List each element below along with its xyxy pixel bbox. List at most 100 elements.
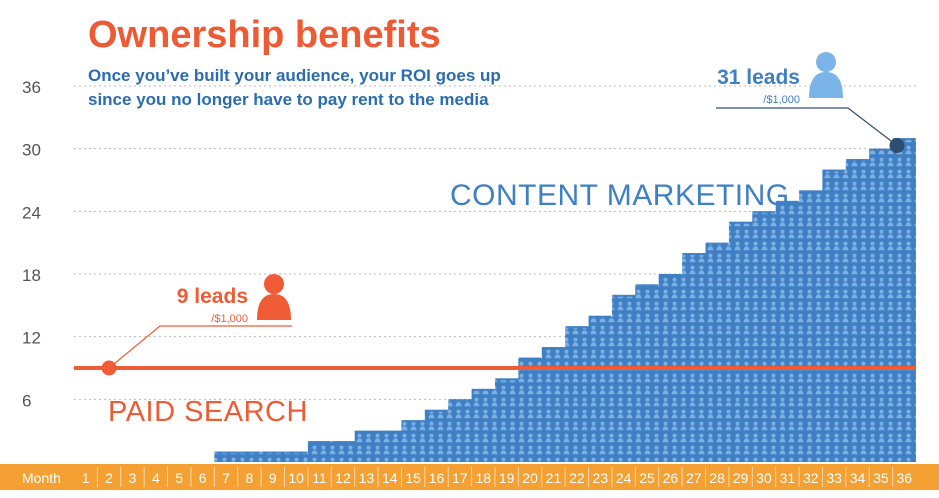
- content-marketing-month-30-mark: [753, 211, 775, 214]
- x-tick-label-1: 1: [82, 470, 90, 486]
- x-tick-label-22: 22: [569, 470, 585, 486]
- x-axis-bar: [0, 464, 939, 490]
- series-content-marketing-area: [74, 138, 916, 462]
- x-tick-label-27: 27: [686, 470, 702, 486]
- x-tick-label-23: 23: [592, 470, 608, 486]
- content-marketing-month-20-mark: [519, 357, 541, 360]
- subtitle-line-2: since you no longer have to pay rent to …: [88, 90, 489, 109]
- x-tick-label-4: 4: [152, 470, 160, 486]
- x-tick-label-21: 21: [546, 470, 562, 486]
- content-marketing-month-1-mark: [75, 462, 96, 464]
- paid-search-person-icon-body: [257, 294, 291, 320]
- y-axis: 6 12 18 24 30 36: [22, 78, 41, 410]
- content-marketing-person-icon: [809, 52, 843, 98]
- content-marketing-month-27-mark: [683, 253, 705, 256]
- x-tick-label-8: 8: [246, 470, 254, 486]
- content-marketing-month-16-mark: [425, 409, 448, 412]
- content-marketing-month-18-mark: [472, 388, 494, 391]
- x-tick-label-16: 16: [429, 470, 445, 486]
- content-marketing-month-9-mark: [262, 451, 284, 454]
- paid-search-leads-label: 9 leads: [177, 285, 248, 308]
- content-marketing-month-28-mark: [706, 242, 728, 245]
- content-marketing-leads-sublabel: /$1,000: [763, 94, 800, 106]
- series-label-paid-search: PAID SEARCH: [108, 396, 308, 428]
- series-label-content-marketing: CONTENT MARKETING: [450, 179, 790, 212]
- content-marketing-month-12-mark: [332, 441, 354, 444]
- content-marketing-month-5-mark: [169, 462, 190, 464]
- content-marketing-month-3-mark: [122, 462, 143, 464]
- x-tick-label-28: 28: [709, 470, 725, 486]
- page-title: Ownership benefits: [88, 14, 441, 56]
- content-marketing-month-32-mark: [800, 190, 822, 193]
- content-marketing-month-14-mark: [379, 430, 401, 433]
- content-marketing-person-icon-body: [809, 72, 843, 98]
- content-marketing-month-25-mark: [636, 284, 658, 287]
- x-tick-label-9: 9: [269, 470, 277, 486]
- content-marketing-month-2-mark: [98, 462, 119, 464]
- x-axis: Month 1 2 3 4 5 6 7 8 9 10 11 12 13 14 15 16 17 18 19 20 21 22…: [0, 464, 939, 490]
- x-tick-label-10: 10: [288, 470, 304, 486]
- content-marketing-callout-line: [716, 107, 898, 147]
- plot-area: [74, 138, 916, 464]
- x-tick-label-11: 11: [312, 470, 327, 486]
- x-tick-label-6: 6: [199, 470, 207, 486]
- content-marketing-month-17-mark: [449, 399, 471, 402]
- x-tick-label-35: 35: [873, 470, 889, 486]
- x-tick-label-2: 2: [105, 470, 113, 486]
- content-marketing-month-19-mark: [496, 378, 518, 381]
- paid-search-person-icon-head: [264, 274, 284, 294]
- x-tick-label-5: 5: [175, 470, 183, 486]
- x-tick-label-20: 20: [522, 470, 538, 486]
- page-subtitle: Once you’ve built your audience, your RO…: [88, 64, 501, 112]
- subtitle-line-1: Once you’ve built your audience, your RO…: [88, 66, 501, 85]
- paid-search-callout-line: [108, 325, 292, 369]
- content-marketing-month-31-mark: [776, 200, 799, 203]
- x-tick-label-32: 32: [803, 470, 819, 486]
- content-marketing-month-36-mark: [893, 138, 915, 141]
- content-marketing-month-21-mark: [542, 347, 565, 350]
- content-marketing-leads-label: 31 leads: [717, 66, 800, 89]
- paid-search-leads-sublabel: /$1,000: [211, 313, 248, 325]
- x-tick-label-17: 17: [452, 470, 468, 486]
- x-tick-label-13: 13: [359, 470, 375, 486]
- x-tick-label-29: 29: [733, 470, 749, 486]
- x-tick-label-36: 36: [897, 470, 913, 486]
- x-tick-label-30: 30: [756, 470, 772, 486]
- content-marketing-callout-dot: [889, 138, 905, 154]
- x-tick-label-15: 15: [405, 470, 421, 486]
- paid-search-person-icon: [257, 274, 291, 320]
- content-marketing-person-icon-head: [816, 52, 836, 72]
- x-tick-label-26: 26: [663, 470, 679, 486]
- y-tick-label-18: 18: [22, 266, 41, 285]
- content-marketing-month-13-mark: [355, 430, 378, 433]
- content-marketing-month-4-mark: [145, 462, 166, 464]
- content-marketing-month-24-mark: [612, 294, 635, 297]
- x-tick-label-34: 34: [850, 470, 866, 486]
- y-tick-label-30: 30: [22, 141, 41, 160]
- content-marketing-month-11-mark: [308, 441, 331, 444]
- y-tick-label-36: 36: [22, 78, 41, 97]
- x-axis-title: Month: [22, 470, 61, 486]
- x-tick-label-7: 7: [222, 470, 230, 486]
- x-tick-label-25: 25: [639, 470, 655, 486]
- chart-labels: CONTENT MARKETING PAID SEARCH 9 leads /$1,0…: [74, 52, 916, 428]
- x-tick-label-12: 12: [335, 470, 351, 486]
- content-marketing-month-26-mark: [659, 274, 682, 276]
- x-tick-label-31: 31: [780, 470, 796, 486]
- content-marketing-month-7-mark: [215, 451, 237, 454]
- y-tick-label-24: 24: [22, 203, 41, 222]
- content-marketing-month-23-mark: [589, 315, 611, 318]
- content-marketing-month-35-mark: [870, 148, 892, 151]
- content-marketing-month-33-mark: [823, 169, 845, 172]
- content-marketing-month-34-mark: [846, 159, 869, 162]
- content-marketing-month-22-mark: [566, 326, 588, 329]
- y-tick-label-12: 12: [22, 329, 41, 348]
- x-tick-label-24: 24: [616, 470, 632, 486]
- paid-search-callout-dot: [101, 360, 117, 376]
- content-marketing-month-29-mark: [729, 221, 752, 224]
- x-tick-label-19: 19: [499, 470, 515, 486]
- content-marketing-month-8-mark: [238, 451, 261, 454]
- x-tick-label-14: 14: [382, 470, 398, 486]
- x-tick-label-33: 33: [826, 470, 842, 486]
